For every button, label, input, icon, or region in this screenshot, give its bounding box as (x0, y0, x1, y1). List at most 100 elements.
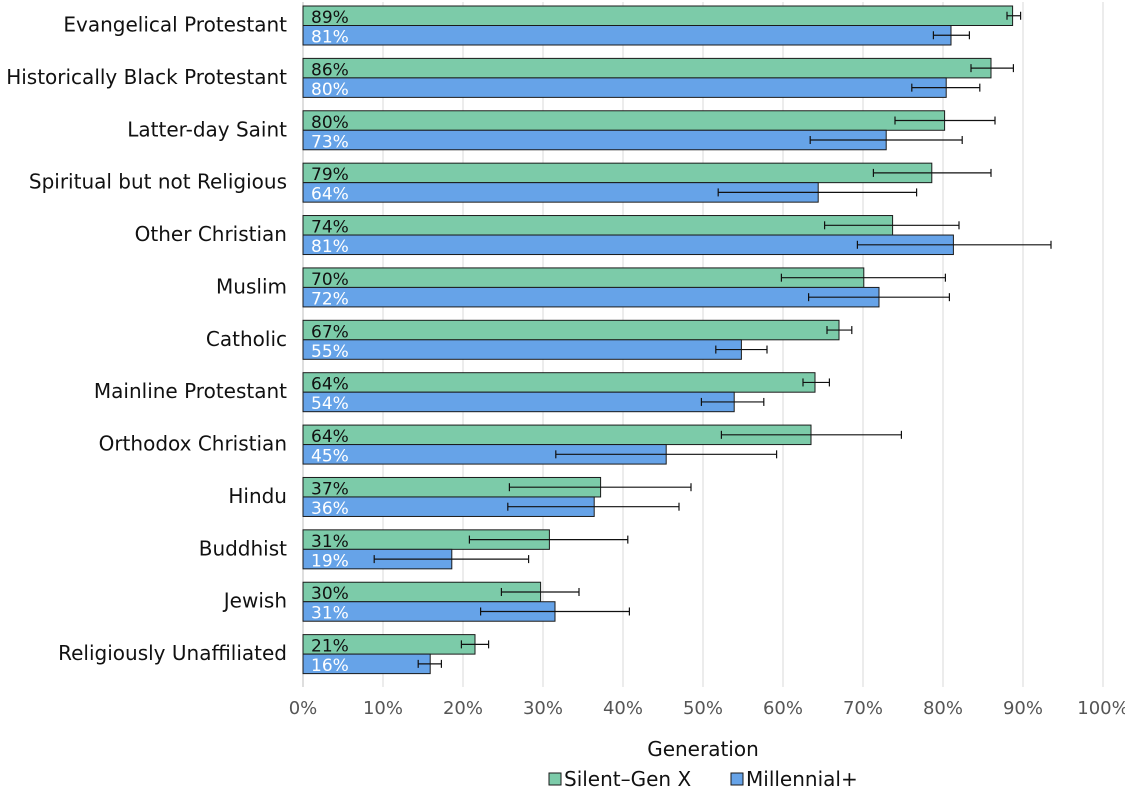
error-bar (823, 221, 960, 230)
x-tick-label: 40% (603, 698, 643, 719)
bar (302, 391, 735, 413)
error-bar (856, 240, 1052, 249)
x-tick-label: 90% (1003, 698, 1043, 719)
error-bar (555, 450, 778, 459)
category-label: Religiously Unaffiliated (58, 641, 287, 665)
category-label: Jewish (222, 589, 287, 613)
category-label: Other Christian (135, 222, 287, 246)
bar (302, 267, 865, 288)
error-bar (1006, 11, 1022, 20)
x-tick-labels: 0% 10% 20% 30% 40% 50% 60% 70% 80% 90% 100% (289, 698, 1125, 719)
bar (302, 5, 1014, 26)
error-bar (700, 397, 765, 406)
error-bar (872, 168, 992, 177)
data-labels: 89%81%86%80%80%73%79%64%74%81%70%72%67%5… (311, 8, 349, 676)
data-label: 80% (311, 113, 349, 133)
error-bar (780, 273, 947, 282)
category-label: Evangelical Protestant (63, 13, 287, 37)
category-label: Buddhist (199, 536, 287, 560)
category-label: Orthodox Christian (99, 432, 287, 456)
error-bar (894, 116, 996, 125)
legend-item: Millennial+ (730, 767, 858, 791)
error-bar (468, 535, 629, 544)
x-tick-label: 50% (683, 698, 723, 719)
error-bar (417, 659, 442, 668)
legend-swatch (548, 772, 562, 786)
error-bar (826, 326, 853, 335)
category-label: Historically Black Protestant (6, 65, 287, 89)
bar (302, 25, 952, 46)
x-tick-label: 70% (843, 698, 883, 719)
bar (302, 339, 742, 360)
category-labels: Evangelical Protestant Historically Black… (6, 13, 287, 666)
legend-swatch (730, 772, 744, 786)
data-label: 37% (311, 479, 349, 499)
data-label: 73% (311, 132, 349, 152)
error-bar (717, 188, 918, 197)
x-tick-label: 30% (523, 698, 563, 719)
x-axis-title: Generation (647, 737, 759, 761)
x-tick-label: 0% (289, 698, 318, 719)
data-label: 54% (311, 394, 349, 414)
x-tick-label: 10% (363, 698, 403, 719)
bar (302, 110, 946, 131)
error-bar (720, 430, 903, 439)
data-label: 64% (311, 185, 349, 205)
bar (302, 286, 880, 308)
bar (302, 234, 954, 256)
bar (302, 129, 887, 151)
category-label: Spiritual but not Religious (29, 170, 287, 194)
error-bar (970, 64, 1015, 73)
error-bar (802, 378, 831, 387)
error-bar (809, 136, 963, 145)
data-label: 36% (311, 499, 349, 519)
error-bar (932, 31, 971, 40)
x-tick-label: 100% (1077, 698, 1125, 719)
x-tick-label: 60% (763, 698, 803, 719)
data-label: 67% (311, 322, 349, 342)
category-label: Muslim (216, 274, 287, 298)
data-label: 81% (311, 237, 349, 257)
data-label: 86% (311, 60, 349, 80)
bar (302, 162, 933, 184)
data-label: 79% (311, 165, 349, 185)
bar (302, 215, 894, 236)
error-bar (507, 502, 680, 511)
data-label: 31% (311, 604, 349, 624)
error-bar (508, 483, 692, 492)
data-label: 89% (311, 8, 349, 28)
x-tick-label: 20% (443, 698, 483, 719)
data-label: 70% (311, 270, 349, 290)
data-label: 31% (311, 532, 349, 552)
data-label: 64% (311, 427, 349, 447)
bar (302, 77, 947, 98)
error-bar (911, 83, 981, 92)
bars (302, 5, 1014, 675)
data-label: 16% (311, 656, 349, 676)
error-bar (373, 555, 530, 564)
data-label: 30% (311, 584, 349, 604)
data-label: 81% (311, 28, 349, 48)
data-label: 64% (311, 375, 349, 395)
error-bar (500, 587, 580, 596)
data-label: 19% (311, 551, 349, 571)
error-bar (480, 607, 631, 616)
error-bar (807, 293, 951, 302)
category-label: Mainline Protestant (94, 379, 287, 403)
data-label: 74% (311, 218, 349, 238)
bar (302, 372, 816, 393)
error-bars (373, 11, 1052, 668)
legend-label: Silent–Gen X (564, 767, 691, 791)
x-tick-label: 80% (923, 698, 963, 719)
data-label: 80% (311, 80, 349, 100)
data-label: 72% (311, 289, 349, 309)
bar (302, 57, 992, 79)
category-label: Catholic (206, 327, 287, 351)
data-label: 55% (311, 342, 349, 362)
data-label: 45% (311, 447, 349, 467)
category-label: Hindu (228, 484, 287, 508)
legend-item: Silent–Gen X (548, 767, 691, 791)
bar (302, 319, 840, 341)
error-bar (715, 345, 768, 354)
